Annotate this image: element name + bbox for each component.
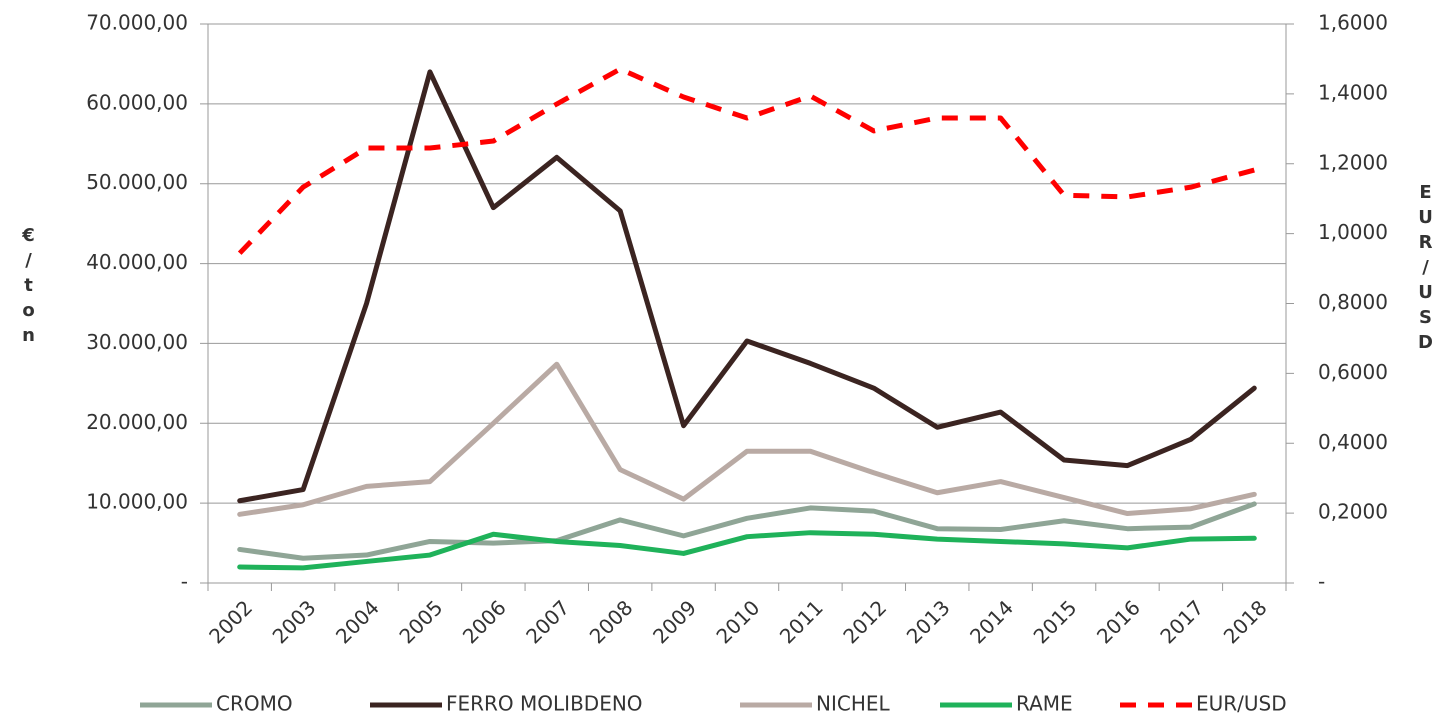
series-line [237,530,1257,571]
y2-tick-label: 0,4000 [1318,430,1388,454]
x-tick-label: 2003 [268,595,321,648]
legend-label: NICHEL [816,692,891,716]
y-axis-label: €/ton [18,225,39,350]
x-tick-label: 2006 [458,595,511,648]
series-line [237,361,1257,517]
x-tick-label: 2002 [204,595,257,648]
x-tick-label: 2011 [775,595,828,648]
y-tick-label: 70.000,00 [86,11,188,35]
y-tick-label: 30.000,00 [86,330,188,354]
x-tick-label: 2008 [585,595,638,648]
x-tick-label: 2012 [838,595,891,648]
y2-tick-label: 1,0000 [1318,220,1388,244]
y-tick-label: 40.000,00 [86,250,188,274]
y-tick-label: 50.000,00 [86,170,188,194]
x-tick-label: 2004 [331,595,384,648]
legend-label: FERRO MOLIBDENO [446,692,643,716]
legend-label: RAME [1016,692,1073,716]
y2-tick-label: 0,8000 [1318,290,1388,314]
y-tick-label: 60.000,00 [86,90,188,114]
y2-tick-label: 0,6000 [1318,360,1388,384]
y2-tick-label: - [1318,570,1325,594]
y2-tick-label: 1,4000 [1318,80,1388,104]
series-line [237,501,1257,561]
x-tick-label: 2018 [1219,595,1272,648]
y-tick-label: 10.000,00 [86,490,188,514]
x-tick-label: 2010 [711,595,764,648]
x-tick-label: 2007 [521,595,574,648]
y2-tick-label: 1,2000 [1318,150,1388,174]
x-tick-label: 2015 [1029,595,1082,648]
x-tick-label: 2017 [1155,595,1208,648]
y2-tick-label: 1,6000 [1318,11,1388,35]
y-tick-label: 20.000,00 [86,410,188,434]
x-tick-label: 2009 [648,595,701,648]
legend-label: EUR/USD [1196,692,1287,716]
x-tick-label: 2005 [394,595,447,648]
series-line [237,66,1255,255]
y-tick-label: - [181,570,188,594]
x-tick-label: 2014 [965,595,1018,648]
x-tick-label: 2016 [1092,595,1145,648]
x-tick-label: 2013 [902,595,955,648]
y2-tick-label: 0,2000 [1318,500,1388,524]
y2-axis-label: EUR/USD [1415,182,1436,357]
legend-label: CROMO [216,692,293,716]
series-line [237,69,1257,504]
